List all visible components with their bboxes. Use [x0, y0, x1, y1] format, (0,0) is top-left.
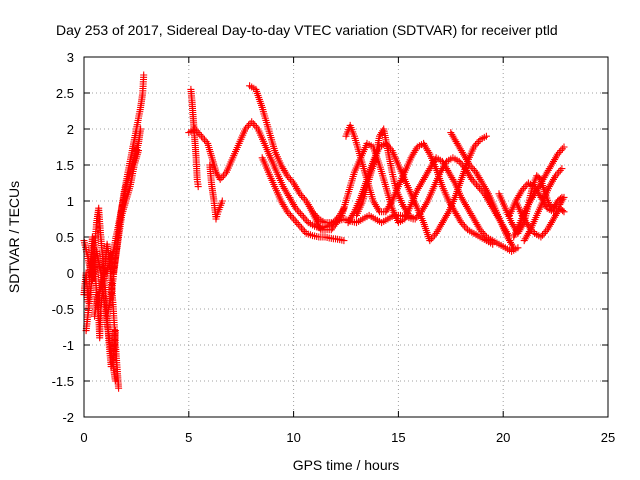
data-point: [291, 217, 299, 225]
data-point: [251, 121, 259, 129]
data-point: [469, 165, 477, 173]
data-point: [135, 147, 142, 155]
x-tick-label: 5: [185, 430, 192, 445]
data-point: [560, 193, 568, 201]
data-point: [559, 207, 567, 215]
plot-frame: [83, 56, 609, 418]
y-axis-label: SDTVAR / TECUs: [6, 181, 22, 293]
data-point: [560, 143, 568, 151]
data-point: [290, 215, 298, 223]
data-point: [482, 132, 490, 140]
data-point: [287, 175, 294, 183]
y-tick-label: -2: [62, 410, 74, 425]
data-point: [473, 181, 480, 189]
data-point: [295, 208, 303, 216]
x-axis-label: GPS time / hours: [293, 457, 400, 473]
x-tick-label: 15: [391, 430, 405, 445]
data-point: [298, 224, 305, 232]
x-tick-label: 10: [286, 430, 300, 445]
x-tick-label: 25: [601, 430, 615, 445]
data-point: [288, 213, 296, 221]
data-point: [299, 226, 307, 234]
data-point: [140, 71, 148, 79]
y-tick-label: 1: [67, 194, 74, 209]
data-point: [560, 208, 568, 216]
data-point: [294, 220, 302, 228]
data-point: [298, 211, 306, 219]
data-point: [510, 244, 518, 252]
y-tick-label: -0.5: [52, 302, 74, 317]
data-point: [489, 240, 497, 248]
data-point: [197, 132, 205, 140]
data-point: [473, 139, 481, 147]
data-point: [249, 120, 257, 128]
data-point: [218, 197, 226, 205]
y-tick-labels: -2 -1.5 -1 -0.5 0 0.5 1 1.5 2 2.5 3: [52, 50, 74, 425]
data-point: [111, 377, 119, 385]
data-point: [111, 327, 119, 335]
data-point: [299, 193, 307, 201]
x-tick-label: 0: [80, 430, 87, 445]
data-point: [296, 210, 304, 218]
data-point: [460, 222, 468, 230]
data-point: [558, 145, 566, 153]
data-point: [301, 215, 309, 223]
data-point: [539, 231, 546, 239]
data-points: [80, 71, 568, 392]
y-tick-label: 3: [67, 50, 74, 65]
y-tick-label: 0: [67, 266, 74, 281]
data-point: [219, 172, 227, 180]
data-point: [293, 219, 301, 227]
data-point: [201, 136, 208, 144]
data-point: [115, 384, 123, 392]
y-tick-label: 2.5: [56, 86, 74, 101]
data-point: [557, 147, 565, 155]
data-point: [555, 168, 563, 176]
data-point: [245, 121, 252, 129]
data-point: [287, 211, 294, 219]
data-point: [194, 183, 202, 191]
data-point: [556, 166, 564, 174]
x-tick-labels: 0 5 10 15 20 25: [80, 430, 615, 445]
x-tick-label: 20: [496, 430, 510, 445]
data-point: [474, 183, 482, 191]
y-tick-label: 0.5: [56, 230, 74, 245]
chart-title: Day 253 of 2017, Sidereal Day-to-day VTE…: [56, 22, 558, 38]
grid-lines: [84, 57, 608, 417]
y-tick-label: 1.5: [56, 158, 74, 173]
data-point: [199, 134, 207, 142]
data-point: [296, 222, 304, 230]
y-tick-label: 2: [67, 122, 74, 137]
data-point: [248, 118, 256, 126]
data-point: [558, 165, 566, 173]
data-point: [523, 181, 531, 189]
data-point: [300, 213, 308, 221]
y-tick-label: -1: [62, 338, 74, 353]
data-point: [340, 237, 348, 245]
data-point: [471, 179, 479, 187]
y-tick-label: -1.5: [52, 374, 74, 389]
